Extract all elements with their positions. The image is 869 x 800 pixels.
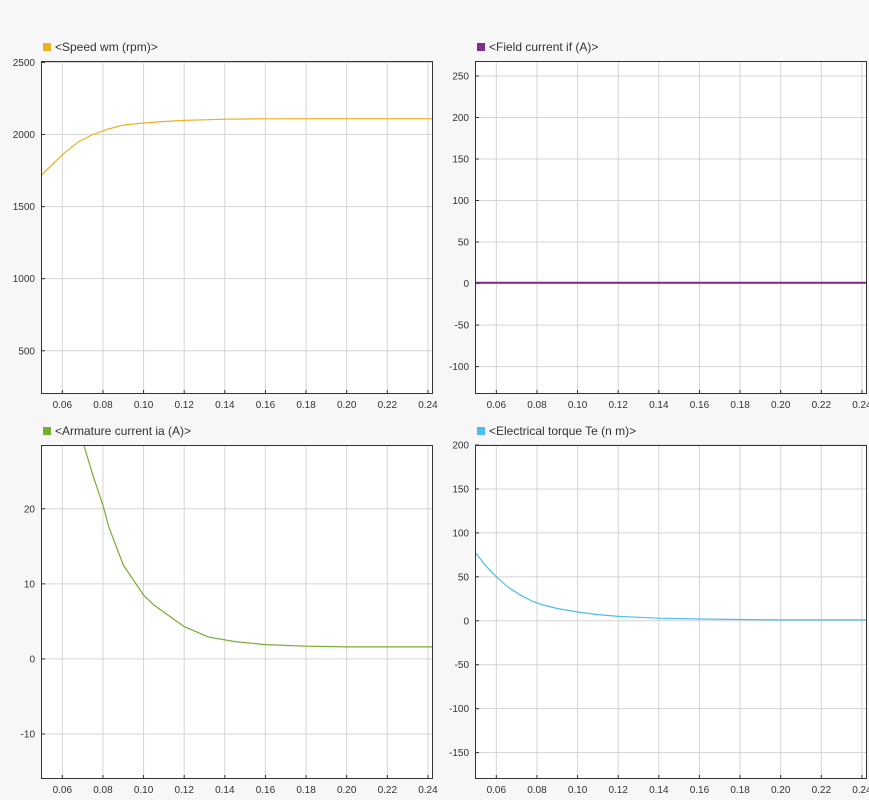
x-tick-label: 0.20	[771, 400, 791, 411]
y-tick-label: 0	[463, 616, 469, 627]
y-tick-label: 150	[452, 484, 469, 495]
x-tick-label: 0.12	[174, 400, 194, 411]
x-tick-label: 0.20	[337, 400, 357, 411]
scope-panel-1: 0.06 0.08 0.10 0.12 0.14 0.16 0.18 0.20 0.22 0.24…	[13, 40, 438, 411]
x-tick-label: 0.22	[378, 400, 398, 411]
y-tick-label: -100	[449, 362, 469, 373]
y-tick-label: 1000	[13, 274, 36, 285]
x-tick-label: 0.16	[690, 400, 710, 411]
x-tick-label: 0.08	[93, 785, 113, 796]
scope-panel-4: 0.06 0.08 0.10 0.12 0.14 0.16 0.18 0.20 0.22 0.24…	[449, 424, 869, 796]
x-tick-label: 0.14	[215, 400, 235, 411]
x-tick-label: 0.16	[256, 400, 276, 411]
y-tick-label: 200	[452, 441, 469, 452]
plot-border	[475, 445, 867, 779]
grid	[475, 444, 867, 779]
x-tick-label: 0.18	[730, 785, 750, 796]
y-tick-label: -50	[455, 660, 470, 671]
legend[interactable]: <Armature current ia (A)>	[43, 424, 191, 438]
x-tick-label: 0.10	[568, 785, 588, 796]
series-line	[41, 118, 433, 176]
y-tick-label: 100	[452, 528, 469, 539]
x-tick-label: 0.24	[852, 785, 869, 796]
y-tick-label: 0	[29, 654, 35, 665]
series-line	[83, 445, 433, 648]
x-tick-label: 0.06	[53, 785, 73, 796]
x-tick-label: 0.14	[215, 785, 235, 796]
y-tick-label: -100	[449, 704, 469, 715]
grid	[41, 61, 433, 394]
y-tick-label: 0	[463, 279, 469, 290]
y-tick-label: 50	[458, 572, 470, 583]
legend-label: <Armature current ia (A)>	[55, 424, 191, 438]
x-tick-label: 0.16	[256, 785, 276, 796]
legend-label: <Field current if (A)>	[489, 40, 598, 54]
y-tick-label: -10	[21, 729, 36, 740]
legend-swatch	[477, 427, 485, 435]
plot-area[interactable]	[475, 445, 867, 779]
plot-area[interactable]	[475, 61, 867, 394]
plot-border	[475, 61, 867, 394]
x-tick-label: 0.08	[527, 785, 547, 796]
y-tick-label: 50	[458, 238, 470, 249]
legend-label: <Electrical torque Te (n m)>	[489, 424, 636, 438]
legend-swatch	[43, 43, 51, 51]
x-tick-label: 0.20	[337, 785, 357, 796]
x-tick-label: 0.12	[174, 785, 194, 796]
scope-panel-3: 0.06 0.08 0.10 0.12 0.14 0.16 0.18 0.20 0.22 0.24…	[21, 424, 439, 796]
x-tick-label: 0.14	[649, 785, 669, 796]
x-tick-label: 0.06	[53, 400, 73, 411]
x-tick-label: 0.24	[418, 785, 438, 796]
plot-area[interactable]	[41, 61, 433, 394]
x-tick-label: 0.22	[378, 785, 398, 796]
x-tick-label: 0.14	[649, 400, 669, 411]
y-tick-label: 1500	[13, 202, 36, 213]
plot-border	[41, 445, 433, 779]
legend[interactable]: <Speed wm (rpm)>	[43, 40, 158, 54]
plot-border	[41, 61, 433, 394]
legend-label: <Speed wm (rpm)>	[55, 40, 158, 54]
grid	[41, 445, 433, 779]
x-tick-label: 0.24	[418, 400, 438, 411]
legend[interactable]: <Field current if (A)>	[477, 40, 598, 54]
x-tick-label: 0.10	[134, 400, 154, 411]
x-tick-label: 0.18	[730, 400, 750, 411]
x-tick-label: 0.22	[812, 785, 832, 796]
x-tick-label: 0.12	[608, 785, 628, 796]
y-tick-label: 10	[24, 579, 36, 590]
y-tick-label: 100	[452, 196, 469, 207]
y-tick-label: 500	[18, 346, 35, 357]
scope-panel-2: 0.06 0.08 0.10 0.12 0.14 0.16 0.18 0.20 0.22 0.24…	[449, 40, 869, 411]
y-tick-label: -150	[449, 748, 469, 759]
y-tick-label: 2000	[13, 130, 36, 141]
y-tick-label: 250	[452, 71, 469, 82]
plot-area[interactable]	[41, 445, 433, 779]
series-line	[475, 551, 867, 621]
x-tick-label: 0.12	[608, 400, 628, 411]
y-tick-label: 2500	[13, 58, 36, 69]
x-tick-label: 0.18	[296, 785, 316, 796]
y-tick-label: 200	[452, 113, 469, 124]
x-tick-label: 0.10	[568, 400, 588, 411]
y-tick-label: 20	[24, 504, 36, 515]
x-tick-label: 0.08	[93, 400, 113, 411]
x-tick-label: 0.06	[487, 400, 507, 411]
legend-swatch	[43, 427, 51, 435]
x-tick-label: 0.16	[690, 785, 710, 796]
x-tick-label: 0.24	[852, 400, 869, 411]
y-tick-label: 150	[452, 154, 469, 165]
y-tick-label: -50	[455, 321, 470, 332]
x-tick-label: 0.06	[487, 785, 507, 796]
legend[interactable]: <Electrical torque Te (n m)>	[477, 424, 636, 438]
legend-swatch	[477, 43, 485, 51]
x-tick-label: 0.20	[771, 785, 791, 796]
x-tick-label: 0.10	[134, 785, 154, 796]
x-tick-label: 0.18	[296, 400, 316, 411]
x-tick-label: 0.08	[527, 400, 547, 411]
x-tick-label: 0.22	[812, 400, 832, 411]
